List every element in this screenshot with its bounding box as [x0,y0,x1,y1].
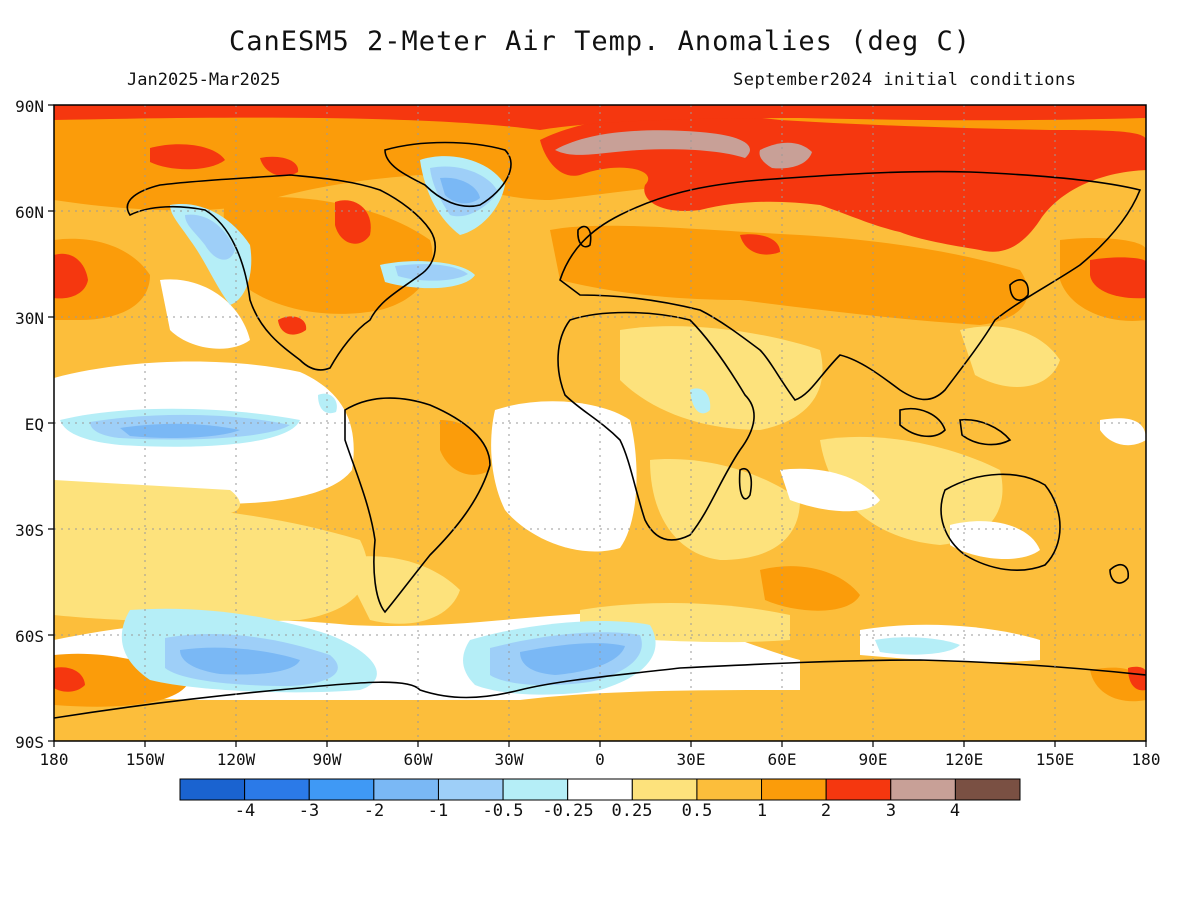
lon-label-150e: 150E [1035,750,1075,769]
colorbar-label-2: 2 [820,801,832,821]
lon-label-30w: 30W [494,750,524,769]
lon-label-180w: 180 [39,750,69,769]
colorbar-label-neg1: -1 [427,801,449,821]
colorbar [179,778,1021,801]
map-title: CanESM5 2-Meter Air Temp. Anomalies (deg… [229,26,971,57]
colorbar-label-neg2: -2 [363,801,385,821]
colorbar-swatch [179,778,246,801]
coastlines [54,141,1146,719]
colorbar-swatch [308,778,375,801]
colorbar-swatch [631,778,698,801]
lon-label-60w: 60W [403,750,433,769]
colorbar-label-0-5: 0.5 [681,801,713,821]
axis-ticks [48,104,1147,747]
colorbar-label-neg3: -3 [298,801,320,821]
colorbar-label-0-25: 0.25 [611,801,653,821]
lon-label-180e: 180 [1131,750,1161,769]
colorbar-swatch [825,778,892,801]
colorbar-swatch [954,778,1021,801]
lat-label-90s: 90S [15,733,44,752]
colorbar-label-neg4: -4 [234,801,256,821]
colorbar-swatch [761,778,827,801]
colorbar-label-3: 3 [885,801,897,821]
colorbar-label-1: 1 [756,801,768,821]
colorbar-swatch [437,778,504,801]
lon-label-90w: 90W [312,750,342,769]
initial-conditions: September2024 initial conditions [733,70,1077,90]
colorbar-label-neg0-25: -0.25 [542,801,594,821]
lat-label-60n: 60N [15,203,44,222]
colorbar-swatch [567,778,633,801]
lon-label-30e: 30E [676,750,706,769]
graticule [54,105,1146,741]
lat-label-30s: 30S [15,521,44,540]
colorbar-swatch [373,778,439,801]
colorbar-swatch [244,778,310,801]
lat-label-90n: 90N [15,97,44,116]
colorbar-swatch [890,778,956,801]
colorbar-swatch [502,778,569,801]
lat-label-60s: 60S [15,627,44,646]
colorbar-swatch [696,778,763,801]
colorbar-label-4: 4 [949,801,961,821]
lon-label-90e: 90E [858,750,888,769]
lat-label-30n: 30N [15,309,44,328]
lon-label-120w: 120W [216,750,256,769]
lon-label-60e: 60E [767,750,797,769]
lon-label-0: 0 [595,750,605,769]
lon-label-120e: 120E [944,750,984,769]
lon-label-150w: 150W [125,750,165,769]
colorbar-label-neg0-5: -0.5 [482,801,524,821]
forecast-period: Jan2025-Mar2025 [127,70,281,90]
lat-label-eq: EQ [24,415,44,434]
